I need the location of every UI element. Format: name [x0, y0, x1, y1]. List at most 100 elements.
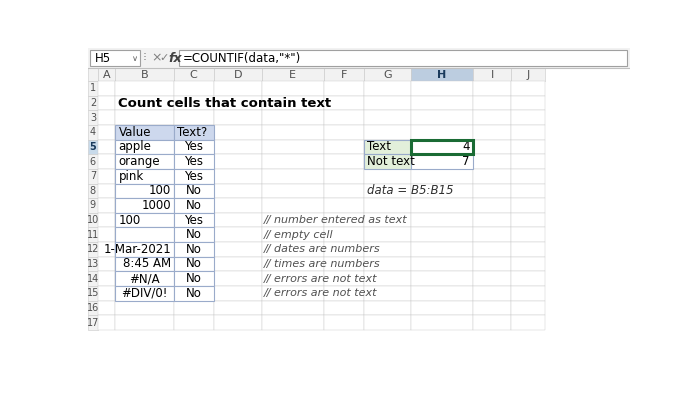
Bar [262, 140, 324, 154]
Text: G: G [383, 70, 392, 80]
Bar [364, 213, 411, 228]
Bar [174, 184, 214, 198]
Bar [88, 96, 98, 110]
Text: 3: 3 [90, 113, 96, 123]
Bar [174, 228, 214, 242]
Bar [116, 81, 174, 96]
Bar [473, 96, 512, 110]
Bar [512, 169, 545, 184]
Bar [116, 257, 174, 271]
Text: // errors are not text: // errors are not text [263, 274, 377, 284]
Bar [88, 228, 98, 242]
Bar [98, 315, 116, 330]
Text: ×: × [151, 52, 162, 64]
Bar [98, 81, 116, 96]
Text: D: D [234, 70, 242, 80]
Bar [88, 198, 98, 213]
Bar [98, 154, 116, 169]
Bar [88, 242, 98, 257]
Bar [473, 242, 512, 257]
Text: 16: 16 [87, 303, 99, 313]
Bar [473, 169, 512, 184]
Bar [364, 286, 411, 300]
Bar [364, 125, 411, 140]
Bar [411, 68, 472, 81]
Bar [116, 198, 174, 213]
Bar [98, 110, 116, 125]
Bar [512, 140, 545, 154]
Bar [512, 81, 545, 96]
Bar [324, 110, 364, 125]
Bar [174, 140, 214, 154]
Text: E: E [289, 70, 296, 80]
Bar [214, 110, 262, 125]
Text: 100: 100 [149, 184, 172, 197]
Text: 14: 14 [87, 274, 99, 284]
Bar [98, 228, 116, 242]
Bar [98, 96, 116, 110]
Bar [174, 169, 214, 184]
Bar [98, 169, 116, 184]
Bar [411, 286, 472, 300]
Text: data = B5:B15: data = B5:B15 [368, 184, 454, 197]
Text: H: H [437, 70, 447, 80]
Text: // dates are numbers: // dates are numbers [263, 244, 380, 254]
Bar [98, 242, 116, 257]
Bar [98, 68, 116, 81]
Bar [174, 110, 214, 125]
Bar [512, 110, 545, 125]
Text: 1-Mar-2021: 1-Mar-2021 [104, 243, 172, 256]
Bar [324, 228, 364, 242]
Bar [90, 50, 140, 66]
Bar [174, 271, 214, 286]
Bar [364, 228, 411, 242]
Bar [116, 228, 174, 242]
Bar [98, 125, 116, 140]
Bar [174, 125, 214, 140]
Bar [512, 198, 545, 213]
Bar [411, 184, 472, 198]
Bar [262, 228, 324, 242]
Bar [116, 315, 174, 330]
Bar [262, 125, 324, 140]
Bar [512, 271, 545, 286]
Bar [174, 228, 214, 242]
Bar [214, 242, 262, 257]
Bar [411, 154, 472, 169]
Bar [98, 198, 116, 213]
Bar [473, 154, 512, 169]
Text: fx: fx [168, 52, 182, 64]
Text: No: No [186, 258, 202, 270]
Bar [174, 257, 214, 271]
Bar [116, 286, 174, 300]
Bar [473, 271, 512, 286]
Bar [473, 315, 512, 330]
Bar [174, 198, 214, 213]
Bar [411, 169, 472, 184]
Bar [411, 257, 472, 271]
Bar [116, 169, 174, 184]
Text: orange: orange [118, 155, 160, 168]
Bar [364, 315, 411, 330]
Bar [174, 271, 214, 286]
Bar [473, 286, 512, 300]
Bar [512, 228, 545, 242]
Bar [214, 169, 262, 184]
Bar [411, 213, 472, 228]
Bar [411, 154, 472, 169]
Bar [214, 81, 262, 96]
Bar [512, 286, 545, 300]
Text: Not text: Not text [368, 155, 415, 168]
Text: 7: 7 [90, 171, 96, 181]
Bar [512, 213, 545, 228]
Bar [411, 271, 472, 286]
Bar [116, 184, 174, 198]
Bar [364, 257, 411, 271]
Bar [324, 140, 364, 154]
Bar [473, 198, 512, 213]
Bar [174, 154, 214, 169]
Bar [214, 198, 262, 213]
Bar [512, 68, 545, 81]
Bar [174, 198, 214, 213]
Text: No: No [186, 287, 202, 300]
